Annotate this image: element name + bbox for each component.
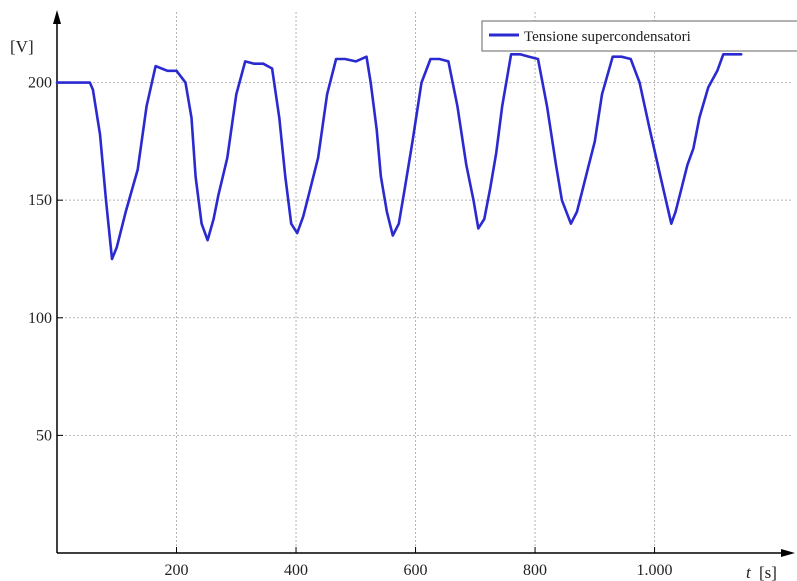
ticks: 200 400 600 800 1.000 50 100 150 200 [28,75,673,579]
x-tick-label: 400 [284,562,308,579]
x-tick-label: 800 [523,562,547,579]
y-tick-label: 200 [28,75,52,92]
x-tick-label: 600 [404,562,428,579]
x-axis-label-unit: [s] [759,563,777,581]
y-axis-label: [V] [10,37,34,56]
legend: Tensione supercondensatori [481,20,797,52]
y-tick-label: 150 [28,192,52,209]
legend-label: Tensione supercondensatori [524,29,691,45]
y-tick-label: 50 [36,427,52,444]
series-layer [55,52,743,261]
x-axis-label: t [s] [746,563,777,581]
x-axis-arrow [781,549,795,557]
x-tick-label: 1.000 [637,562,673,579]
x-tick-label: 200 [165,562,189,579]
grid [57,12,792,553]
axes [53,10,795,557]
x-axis-label-var: t [746,563,752,581]
legend-box [481,20,797,52]
y-axis-arrow [53,10,61,24]
y-tick-label: 100 [28,310,52,327]
series-line [55,52,743,261]
